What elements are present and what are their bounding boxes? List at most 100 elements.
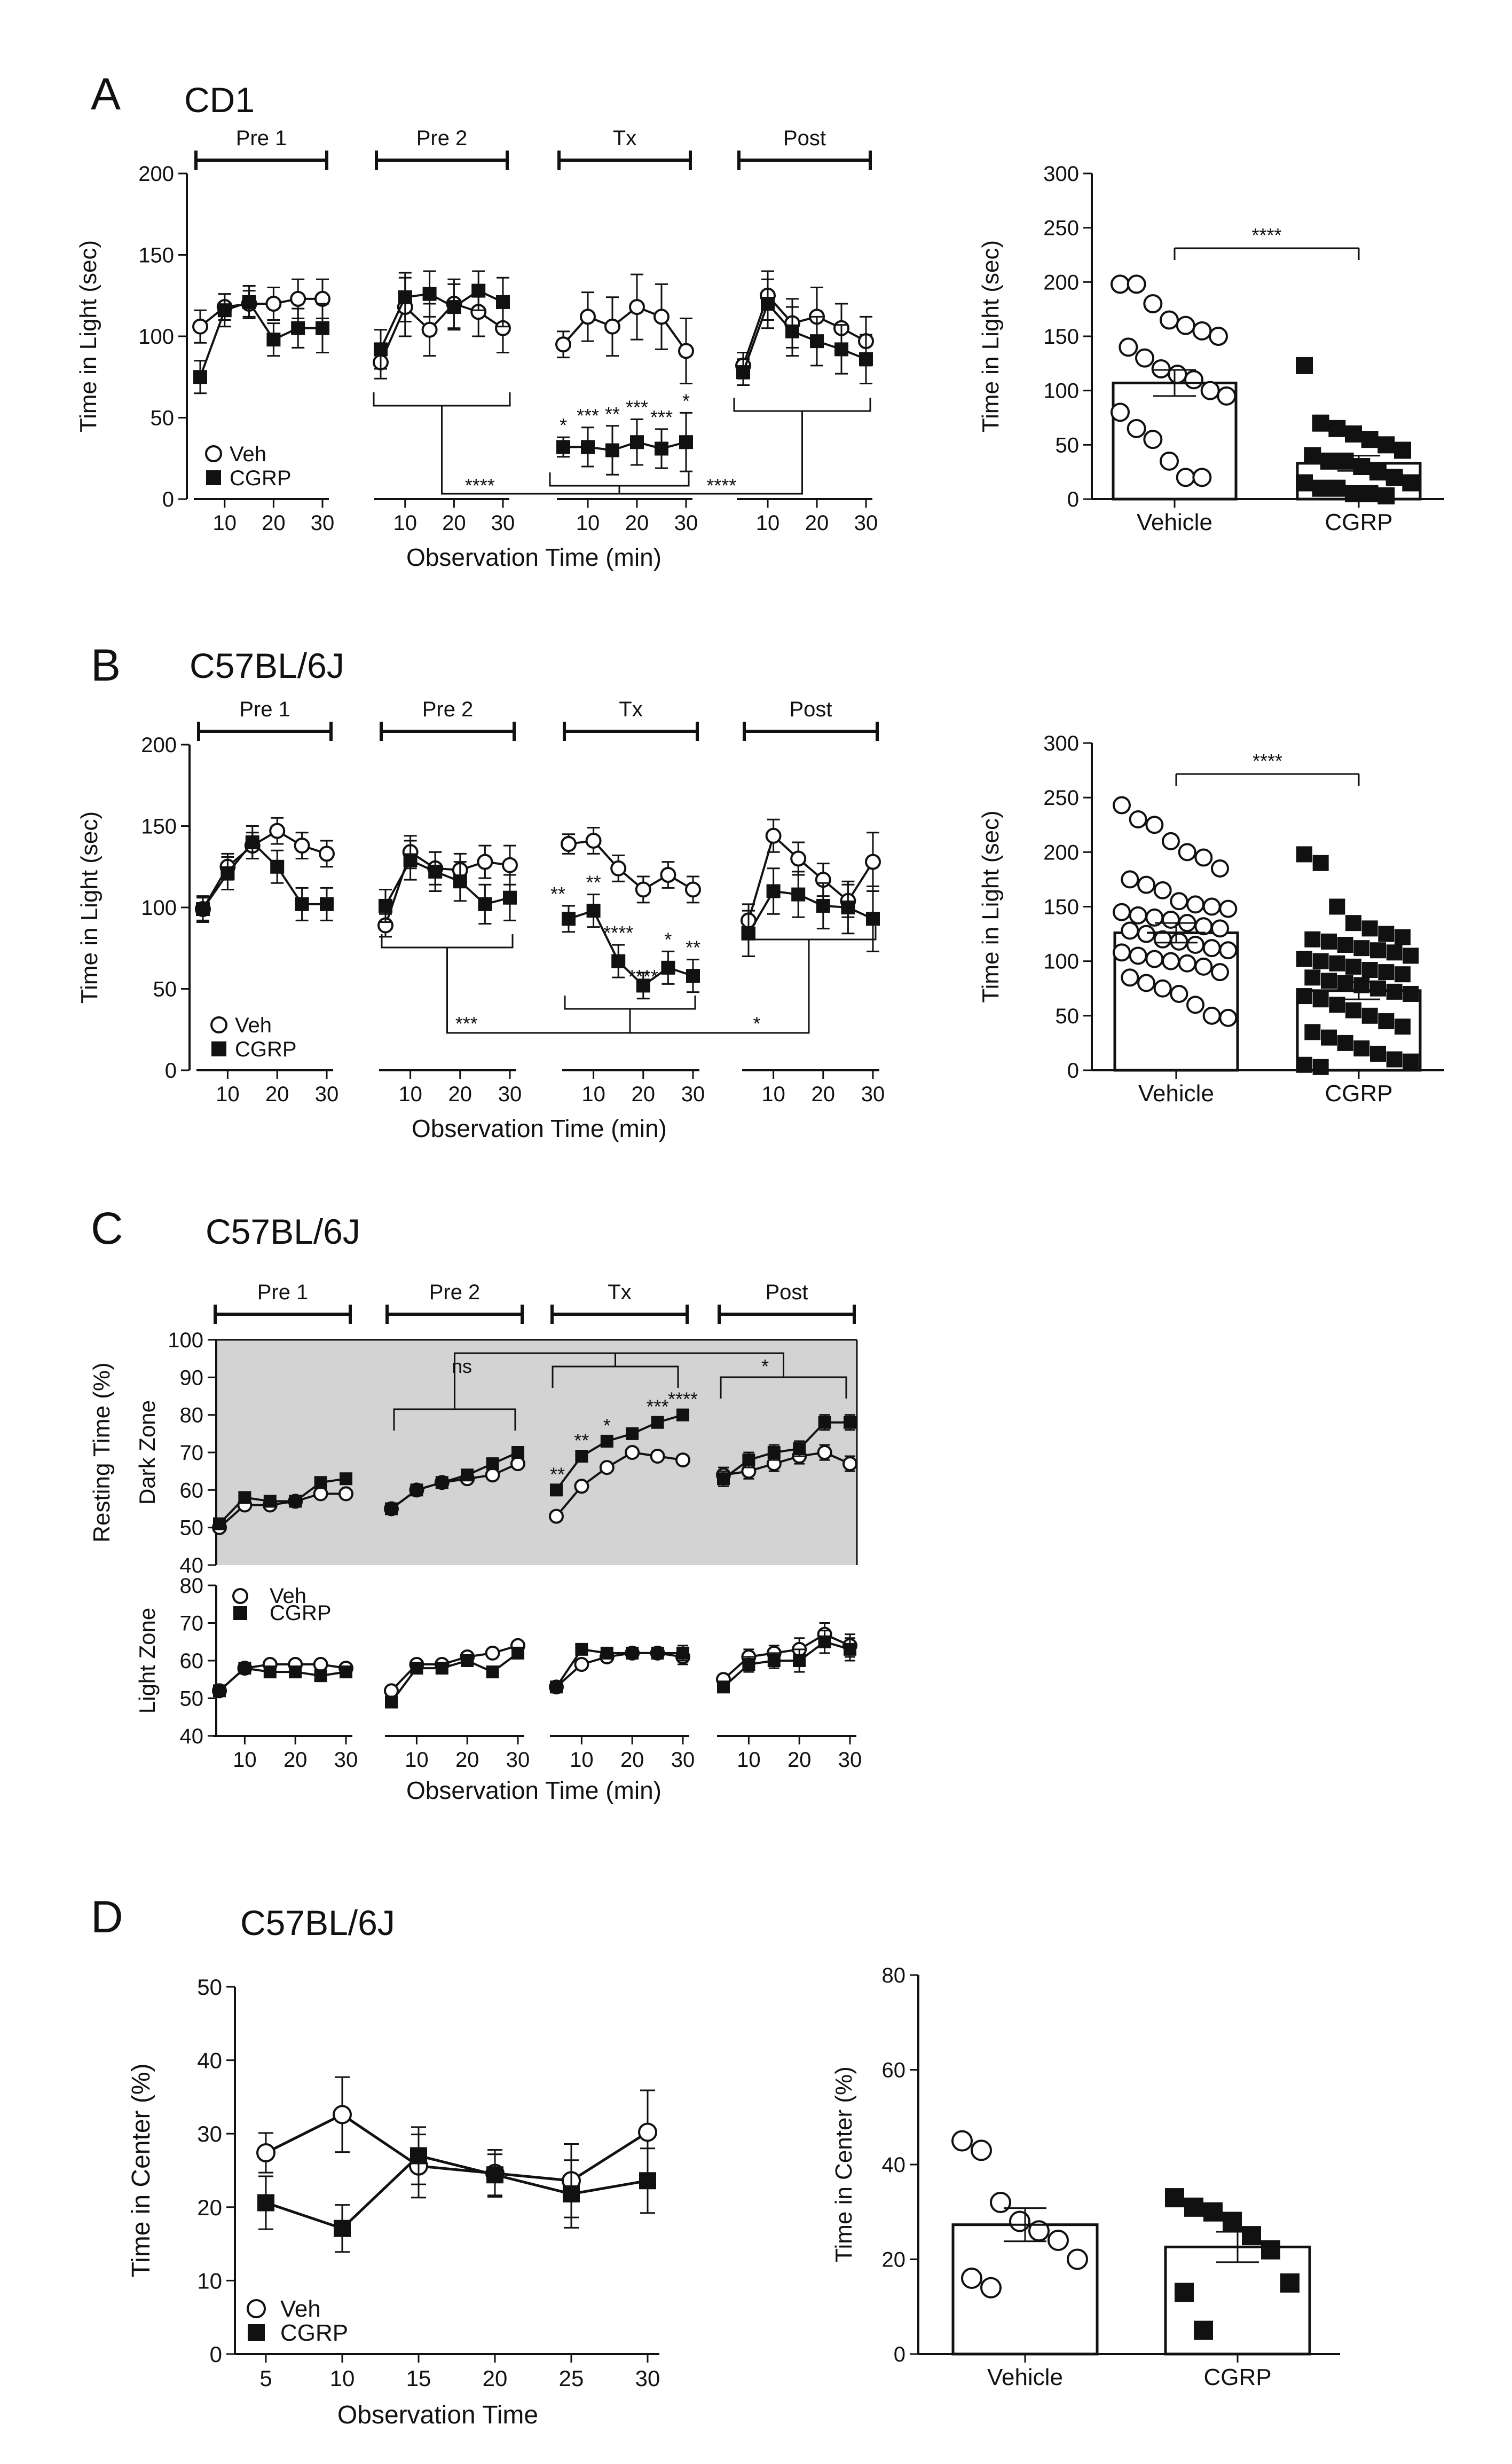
data-point — [422, 287, 437, 301]
data-point — [333, 2105, 352, 2125]
legend-cgrp-marker — [206, 470, 221, 485]
y-tick-label: 300 — [1043, 162, 1079, 186]
scatter-point — [1192, 468, 1212, 487]
scatter-point — [1186, 936, 1204, 954]
data-point — [314, 1476, 327, 1489]
data-point — [791, 887, 806, 902]
y-tick-label: 150 — [141, 815, 177, 839]
phase-label: Tx — [608, 1281, 631, 1304]
x-tick-label: 10 — [216, 1083, 240, 1106]
data-point — [790, 850, 807, 867]
scatter-point — [1337, 975, 1353, 991]
bracket-right-group — [733, 398, 871, 412]
panel-letter-a: A — [91, 69, 121, 119]
data-point — [563, 2185, 580, 2203]
scatter-point — [1312, 479, 1329, 497]
y-tick-label: 70 — [180, 1612, 204, 1636]
data-point — [486, 2166, 503, 2184]
data-point — [461, 1468, 474, 1482]
data-point — [503, 890, 517, 905]
data-point — [379, 898, 392, 913]
phase-label: Tx — [613, 127, 636, 150]
scatter-point — [1361, 485, 1379, 502]
scatter-point — [1121, 921, 1139, 940]
legend-veh-marker — [247, 2299, 266, 2318]
x-tick-label: 30 — [681, 1083, 705, 1106]
data-point — [651, 1646, 664, 1660]
data-point — [742, 1658, 755, 1671]
data-point — [610, 860, 627, 876]
bracket-label: *** — [455, 1013, 478, 1034]
data-point — [435, 1476, 448, 1489]
x-axis-label: Observation Time (min) — [406, 1776, 662, 1804]
scatter-point — [1165, 2188, 1184, 2208]
scatter-cgrp — [1296, 357, 1420, 504]
y-tick-label: 90 — [180, 1366, 204, 1389]
data-point — [841, 901, 855, 914]
legend-veh-marker — [210, 1016, 227, 1033]
data-point — [793, 1654, 806, 1667]
data-point — [765, 827, 782, 844]
data-point — [410, 2147, 427, 2165]
series-cgrp — [257, 2126, 656, 2253]
significance-star: * — [560, 414, 567, 436]
panel-letter-d: D — [91, 1892, 123, 1942]
series-veh-phase-4 — [741, 818, 881, 938]
scatter-point — [1353, 940, 1370, 957]
data-point — [421, 321, 438, 338]
significance-star: * — [664, 928, 672, 950]
series-veh-phase-4 — [735, 270, 874, 380]
data-point — [477, 854, 493, 870]
x-tick-label: 10 — [576, 511, 600, 535]
x-axis-label: Observation Time — [337, 2401, 538, 2429]
scatter-point — [1403, 947, 1419, 964]
x-tick-label: Vehicle — [1138, 1080, 1214, 1107]
scatter-point — [1304, 1024, 1321, 1040]
data-point — [511, 1646, 524, 1660]
scatter-point — [1402, 474, 1420, 492]
data-point — [486, 1457, 499, 1471]
y-axis-label: Time in Light (sec) — [76, 811, 103, 1004]
x-tick-label: 30 — [674, 511, 698, 535]
data-point — [471, 283, 486, 298]
scatter-point — [1119, 337, 1138, 357]
y-tick-label: 0 — [1067, 488, 1079, 511]
data-point — [604, 318, 620, 335]
scatter-cgrp — [1165, 2188, 1300, 2340]
data-point — [496, 295, 510, 309]
scatter-point — [1203, 2202, 1223, 2222]
scatter-point — [1296, 988, 1312, 1005]
series-veh-phase-3 — [549, 1445, 690, 1524]
data-point — [679, 435, 693, 449]
scatter-point — [1312, 855, 1329, 871]
data-point — [611, 954, 626, 968]
x-tick-label: 30 — [491, 511, 515, 535]
data-point — [374, 342, 388, 357]
x-tick-label: 30 — [334, 1748, 358, 1772]
legend-veh-label: Veh — [280, 2296, 321, 2322]
legend-cgrp-label: CGRP — [235, 1038, 297, 1061]
x-tick-label: 15 — [406, 2366, 431, 2391]
series-cgrp-phase-1 — [196, 825, 334, 923]
bracket-label: * — [753, 1013, 760, 1034]
series-veh-phase-2 — [384, 1638, 525, 1699]
series-veh-phase-1 — [192, 278, 330, 344]
phase-label: Pre 1 — [257, 1281, 309, 1304]
data-point — [865, 854, 881, 870]
bracket-label: ns — [452, 1355, 472, 1377]
x-tick-label: 20 — [805, 511, 829, 535]
data-point — [192, 318, 208, 335]
scatter-point — [1135, 348, 1154, 368]
data-point — [319, 846, 335, 862]
scatter-point — [1361, 431, 1379, 448]
series-cgrp-phase-3 — [556, 412, 693, 476]
scatter-point — [1202, 939, 1221, 958]
chart-A_line: 0 50 100 150 200 Time in Light (sec) 10 20 30 Pre… — [75, 127, 878, 571]
zone-label: Dark Zone — [135, 1400, 160, 1505]
data-point — [653, 309, 670, 325]
series-cgrp-phase-2 — [385, 1446, 524, 1515]
series-cgrp-phase-1 — [193, 285, 329, 394]
phase-label: Tx — [619, 698, 642, 721]
data-point — [453, 874, 467, 889]
data-point — [686, 969, 700, 983]
